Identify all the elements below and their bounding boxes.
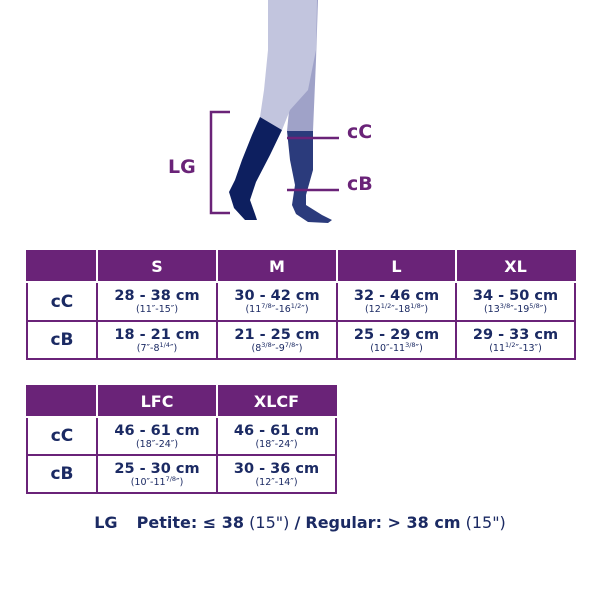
table-row: cC 46 - 61 cm (18″-24″) 46 - 61 cm (18″-24″)	[26, 416, 337, 456]
size-cell: 29 - 33 cm (111/2″-13″)	[455, 320, 576, 360]
note-petite: Petite: ≤ 38	[136, 513, 245, 532]
size-table-large: LFC XLCF cC 46 - 61 cm (18″-24″) 46 - 61 cm(…	[26, 385, 337, 494]
cm-range: 34 - 50 cm	[472, 288, 559, 304]
lg-bracket	[209, 110, 230, 215]
size-cell: 46 - 61 cm (18″-24″)	[96, 416, 218, 456]
header-row: S M L XL	[26, 250, 576, 283]
inch-range: (7″-81/4″)	[136, 340, 178, 354]
inch-range: (10″-113/8″)	[370, 340, 423, 354]
row-label: cC	[26, 416, 98, 456]
cm-range: 46 - 61 cm	[233, 422, 320, 439]
cm-range: 18 - 21 cm	[114, 326, 200, 343]
inch-range: (83/8″-97/8″)	[251, 340, 303, 354]
cm-range: 25 - 30 cm	[114, 460, 200, 477]
table-row: cB 18 - 21 cm (7″-81/4″) 21 - 25 cm (83/8″-9…	[26, 320, 576, 360]
size-cell: 18 - 21 cm (7″-81/4″)	[96, 320, 218, 360]
header-corner	[26, 385, 98, 418]
front-leg	[260, 0, 317, 130]
note-petite-inches: (15")	[249, 513, 290, 532]
cm-range: 21 - 25 cm	[234, 326, 320, 343]
front-sock	[229, 117, 282, 220]
inch-range: (117/8″-161/2″)	[245, 302, 309, 315]
size-header: M	[216, 250, 338, 283]
cc-label: cC	[347, 121, 373, 143]
back-sock	[287, 131, 332, 223]
size-cell: 46 - 61 cm (18″-24″)	[216, 416, 337, 456]
cm-range: 32 - 46 cm	[353, 288, 440, 304]
leg-illustration	[209, 0, 339, 223]
row-label: cB	[26, 454, 98, 494]
size-cell: 28 - 38 cm (11″-15″)	[96, 281, 218, 322]
inch-range: (111/2″-13″)	[489, 340, 542, 354]
inch-range: (11″-15″)	[135, 304, 179, 315]
cb-label: cB	[347, 173, 373, 195]
cm-range: 46 - 61 cm	[114, 422, 200, 439]
size-cell: 30 - 42 cm (117/8″-161/2″)	[216, 281, 338, 322]
size-table-standard: S M L XL cC 28 - 38 cm (11″-15″) 30 - 42 cm (11…	[26, 250, 576, 360]
lg-label: LG	[168, 156, 196, 178]
size-header: S	[96, 250, 218, 283]
note-separator: /	[294, 513, 301, 532]
cm-range: 25 - 29 cm	[353, 326, 440, 343]
size-cell: 25 - 29 cm (10″-113/8″)	[336, 320, 457, 360]
size-header: XLCF	[216, 385, 337, 418]
size-cell: 32 - 46 cm (121/2″-181/8″)	[336, 281, 457, 322]
size-cell: 21 - 25 cm (83/8″-97/8″)	[216, 320, 338, 360]
size-cell: 30 - 36 cm (12″-14″)	[216, 454, 337, 494]
inch-range: (12″-14″)	[255, 476, 298, 488]
header-row: LFC XLCF	[26, 385, 337, 418]
header-corner	[26, 250, 98, 283]
size-header: L	[336, 250, 457, 283]
table-row: cB 25 - 30 cm (10″-117/8″) 30 - 36 cm (12″-1…	[26, 454, 337, 494]
size-cell: 34 - 50 cm (133/8″-195/8″)	[455, 281, 576, 322]
note-regular-inches: (15")	[465, 513, 506, 532]
row-label: cC	[26, 281, 98, 322]
size-cell: 25 - 30 cm (10″-117/8″)	[96, 454, 218, 494]
inch-range: (18″-24″)	[135, 438, 179, 450]
cm-range: 28 - 38 cm	[114, 288, 200, 304]
inch-range: (18″-24″)	[255, 438, 298, 450]
note-regular: Regular: > 38 cm	[305, 513, 461, 532]
inch-range: (133/8″-195/8″)	[483, 302, 548, 315]
table-row: cC 28 - 38 cm (11″-15″) 30 - 42 cm (117/8″-1…	[26, 281, 576, 322]
cm-range: 30 - 36 cm	[233, 460, 320, 477]
inch-range: (10″-117/8″)	[130, 474, 184, 488]
size-header: LFC	[96, 385, 218, 418]
size-header: XL	[455, 250, 576, 283]
length-note: LG Petite: ≤ 38 (15") / Regular: > 38 cm…	[0, 513, 600, 532]
note-lg: LG	[94, 513, 118, 532]
row-label: cB	[26, 320, 98, 360]
cm-range: 30 - 42 cm	[234, 288, 320, 304]
cm-range: 29 - 33 cm	[472, 326, 559, 343]
inch-range: (121/2″-181/8″)	[364, 302, 429, 315]
